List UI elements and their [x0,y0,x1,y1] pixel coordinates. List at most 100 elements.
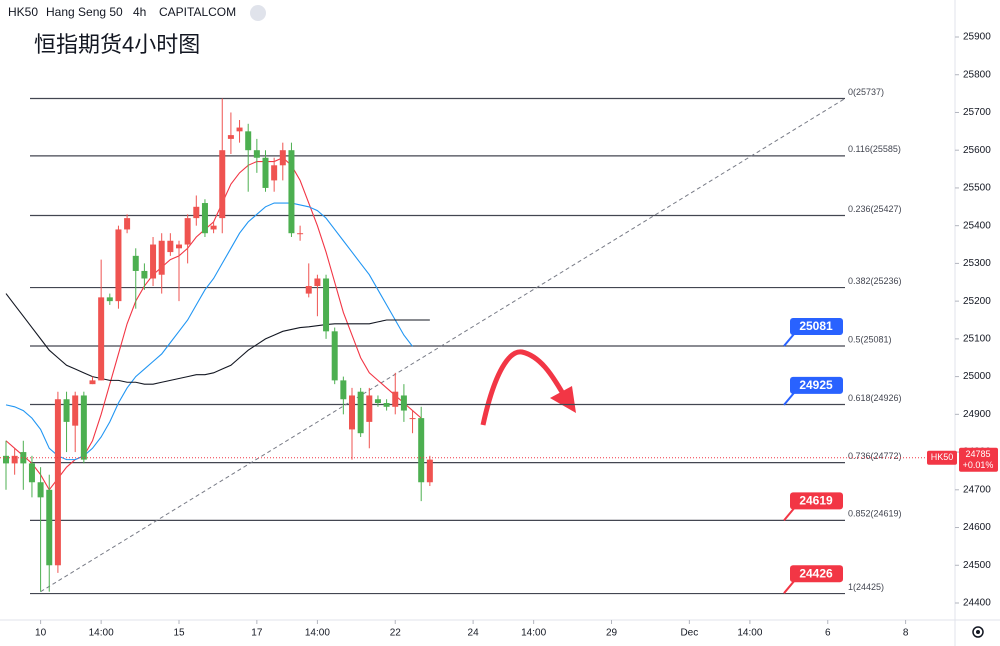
y-tick-label: 25400 [963,220,991,231]
last-price-box [959,447,998,472]
candle-body [227,135,234,139]
callout-label: 24426 [799,566,833,580]
candle-body [150,244,157,279]
callout-pointer [783,580,795,594]
candle-body [20,452,27,464]
y-tick-label: 25700 [963,107,991,118]
y-tick-label: 24500 [963,560,991,571]
candle-body [219,150,226,219]
x-tick-label: 10 [35,628,47,639]
candle-body [383,403,390,407]
forecast-arrow [480,349,565,426]
y-tick-label: 25100 [963,334,991,345]
candle-body [98,297,105,381]
y-tick-label: 25800 [963,69,991,80]
fib-label: 0.236(25427) [848,204,902,214]
candle-body [279,150,286,166]
callout-box [790,318,843,336]
callout-box [790,492,843,510]
callout-pointer [783,392,795,406]
candle-body [236,127,243,132]
fib-label: 0.852(24619) [848,509,902,519]
candle-body [323,278,330,332]
candle-body [106,297,113,302]
candle-body [210,225,217,230]
y-tick-label: 24600 [963,522,991,533]
x-tick-label: 14:00 [89,628,114,639]
last-price-tag-box [927,450,957,465]
candle-body [349,395,355,430]
candle-body [176,244,182,249]
x-tick-label: 15 [173,628,185,639]
callout-box [790,565,843,583]
moving-average [5,202,413,461]
symbol-name: Hang Seng 50 [46,5,123,19]
fib-label: 0.736(24772) [848,451,902,461]
y-tick-label: 25900 [963,32,991,43]
x-tick-label: 24 [468,628,480,639]
x-tick-label: 22 [390,628,402,639]
candle-body [115,229,122,302]
x-tick-label: 14:00 [305,628,330,639]
candle-body [37,482,44,498]
settings-icon[interactable] [972,626,984,638]
moving-average [5,293,430,385]
chart-title: 恒指期货4小时图 [34,32,200,57]
candle-body [89,380,96,385]
y-tick-label: 25300 [963,258,991,269]
candle-body [366,395,373,422]
callout-pointer [783,333,795,347]
y-tick-label: 25000 [963,371,991,382]
fib-label: 1(24425) [848,582,884,592]
candle-body [54,399,61,566]
candle-body [11,455,18,464]
callout-pointer [783,507,795,522]
candle-body [418,418,425,483]
fib-label: 0(25737) [848,87,884,97]
candle-body [297,233,304,235]
last-price-tag: HK50 [931,452,954,462]
candle-body [288,150,295,234]
candle-body [72,395,79,426]
symbol: HK50 [8,5,38,19]
callout-box [790,376,843,394]
candle-body [392,391,399,407]
x-tick-label: 17 [251,628,263,639]
callout-label: 24925 [799,378,833,392]
candle-body [357,391,364,434]
fib-label: 0.5(25081) [848,334,892,344]
candle-body [305,286,312,294]
candle-body [400,395,407,411]
candle-body [141,270,148,279]
trendline [40,98,846,593]
candle-body [28,463,35,483]
x-tick-label: 14:00 [737,628,762,639]
x-tick-label: 6 [825,628,831,639]
y-tick-label: 25500 [963,183,991,194]
candle-body [184,218,191,245]
candle-body [314,278,321,287]
x-tick-label: Dec [680,628,698,639]
candle-body [340,380,347,400]
y-tick-label: 25600 [963,145,991,156]
fib-label: 0.116(25585) [848,144,901,154]
candle-body [193,206,200,219]
x-tick-label: 14:00 [521,628,546,639]
callout-label: 25081 [799,319,833,333]
collapse-button[interactable] [250,5,266,21]
candle-body [46,489,53,566]
y-tick-label: 25200 [963,296,991,307]
callout-label: 24619 [799,494,833,508]
x-tick-label: 29 [606,628,618,639]
last-price-change: +0.01% [963,460,994,470]
candle-body [374,399,381,404]
candle-body [201,203,208,234]
candle-body [426,459,433,483]
x-tick-label: 8 [903,628,909,639]
candle-body [409,418,416,420]
candle-body [124,218,131,230]
y-tick-label: 24400 [963,598,991,609]
candle-body [80,395,87,460]
